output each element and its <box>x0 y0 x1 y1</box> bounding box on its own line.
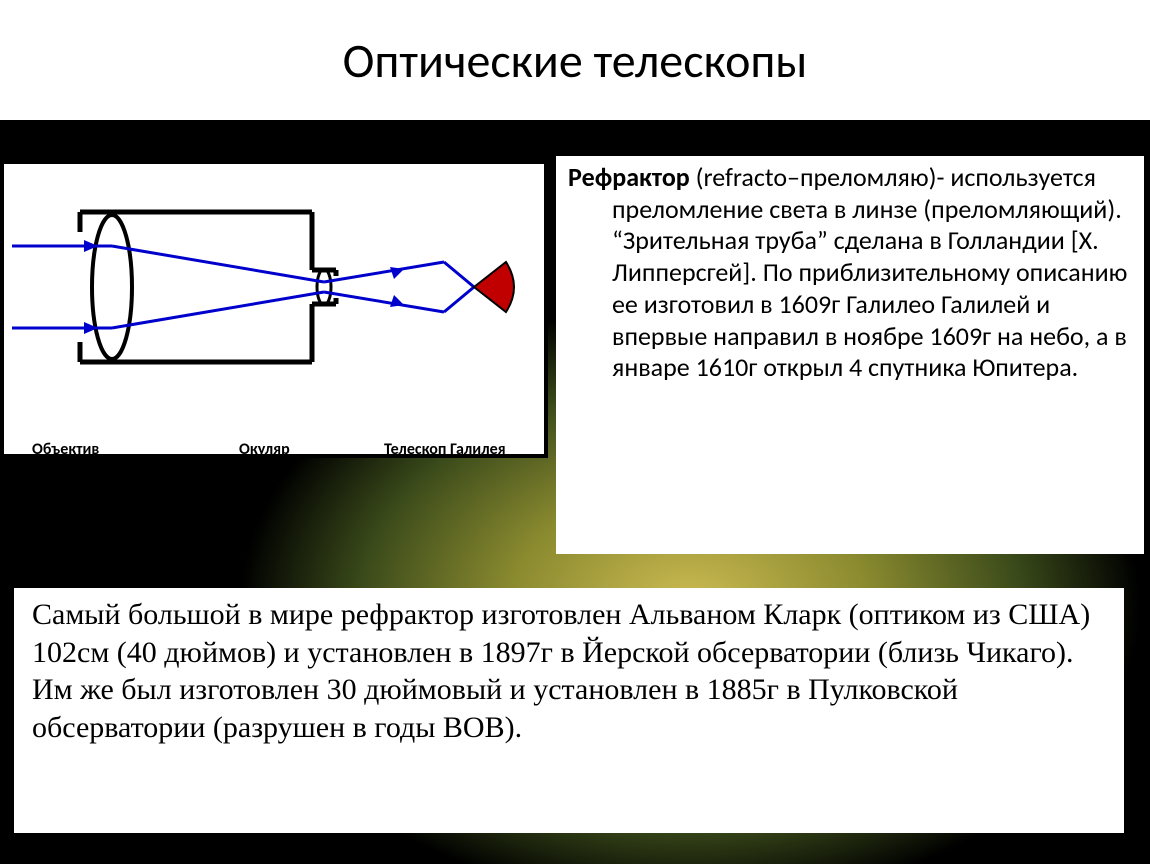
slide-title: Оптические телескопы <box>343 31 808 90</box>
refractor-body: (refracto–преломляю)- используется прело… <box>612 161 1127 383</box>
refractor-description: Рефрактор (refracto–преломляю)- использу… <box>556 156 1144 554</box>
largest-refractor-text: Самый большой в мире рефрактор изготовле… <box>14 588 1124 833</box>
diagram-svg-wrap <box>12 176 532 396</box>
label-objective: Объектив <box>32 440 99 459</box>
bottom-body: Самый большой в мире рефрактор изготовле… <box>32 598 1090 744</box>
label-telescope-name: Телескоп Галилея <box>384 440 506 459</box>
label-eyepiece: Окуляр <box>239 440 290 459</box>
refractor-svg <box>12 176 532 396</box>
objective-lens <box>92 215 132 359</box>
title-box: Оптические телескопы <box>0 0 1150 120</box>
refractor-term: Рефрактор <box>568 161 696 193</box>
light-rays <box>12 240 474 334</box>
eye-icon <box>474 262 514 312</box>
tube-outline <box>80 212 336 362</box>
eyepiece-lens <box>317 269 331 305</box>
refractor-diagram: Объектив Окуляр Телескоп Галилея <box>0 160 548 458</box>
